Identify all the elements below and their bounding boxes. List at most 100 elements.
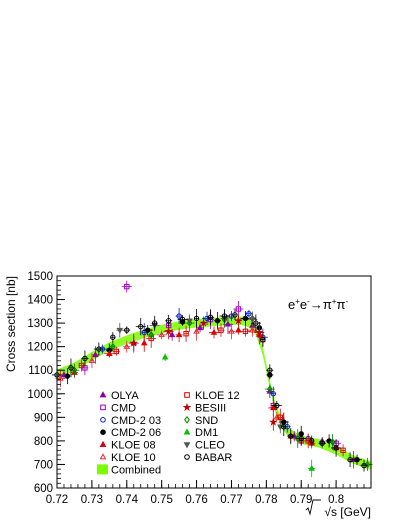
data-point xyxy=(129,338,138,347)
data-point xyxy=(232,312,238,318)
legend-label: DM1 xyxy=(195,427,218,439)
data-point xyxy=(298,435,304,442)
legend-label: KLOE 08 xyxy=(111,440,156,452)
legend-marker xyxy=(99,440,107,447)
data-point xyxy=(64,373,71,379)
x-axis-label-text: √s [GeV] xyxy=(324,505,371,519)
data-point xyxy=(193,315,200,322)
annotation-part: - xyxy=(345,297,348,306)
data-point xyxy=(242,328,249,335)
x-tick-label: 0.8 xyxy=(328,494,344,506)
data-point xyxy=(164,326,173,336)
annotation-part: π xyxy=(336,297,345,312)
y-tick-label: 700 xyxy=(34,459,53,471)
data-point xyxy=(361,462,367,469)
data-point xyxy=(175,331,183,338)
data-point xyxy=(234,316,243,325)
data-point xyxy=(269,417,278,426)
reaction-annotation: e+e-→π+π- xyxy=(288,297,348,312)
data-point xyxy=(319,440,325,446)
data-point xyxy=(148,331,155,339)
sqrt-symbol xyxy=(305,499,321,516)
data-point xyxy=(270,404,277,411)
legend-label: OLYA xyxy=(111,390,139,402)
data-point xyxy=(82,355,88,362)
data-point xyxy=(242,315,249,322)
data-point xyxy=(151,320,158,326)
y-tick-label: 900 xyxy=(34,412,53,424)
y-tick-label: 1400 xyxy=(27,295,53,307)
legend-label: CLEO xyxy=(195,440,225,452)
data-point xyxy=(140,339,148,346)
data-point xyxy=(196,324,204,331)
data-point xyxy=(145,327,151,333)
data-point xyxy=(308,438,315,444)
x-tick-label: 0.77 xyxy=(220,494,242,506)
x-tick-label: 0.73 xyxy=(81,494,103,506)
axes: 0.72 0.73 0.74 0.75 0.76 0.77 0.78 0.79 0.8 600 70… xyxy=(27,271,372,506)
x-tick-label: 0.76 xyxy=(185,494,207,506)
legend-marker xyxy=(184,454,190,460)
data-point xyxy=(308,464,315,471)
data-point xyxy=(340,447,346,454)
data-point xyxy=(267,367,273,373)
data-point xyxy=(186,318,193,325)
data-point xyxy=(179,316,186,323)
data-point xyxy=(204,315,210,322)
series-babar xyxy=(52,308,368,472)
data-point xyxy=(270,391,277,397)
data-point xyxy=(124,327,130,333)
series-kloe-10 xyxy=(55,321,305,445)
data-point xyxy=(249,326,256,333)
annotation-part: + xyxy=(295,297,300,306)
data-point xyxy=(193,327,200,334)
legend-label: KLOE 10 xyxy=(111,452,156,464)
legend-marker xyxy=(99,453,107,460)
legend-marker xyxy=(100,429,106,436)
annotation-part: + xyxy=(332,297,337,306)
combined-band xyxy=(57,316,371,470)
data-point xyxy=(207,314,214,320)
legend-marker xyxy=(100,417,106,423)
data-point xyxy=(123,342,131,349)
plot-frame xyxy=(56,275,372,489)
data-point xyxy=(106,350,113,356)
data-point xyxy=(165,318,172,324)
data-point xyxy=(274,402,280,409)
data-point xyxy=(57,374,64,381)
plot-area xyxy=(52,280,373,478)
data-point xyxy=(161,353,169,360)
data-point xyxy=(92,351,99,358)
legend-marker xyxy=(184,415,190,424)
data-point xyxy=(68,365,74,371)
data-point xyxy=(347,457,353,463)
x-tick-label: 0.78 xyxy=(255,494,277,506)
legend-label: BABAR xyxy=(195,452,232,464)
y-axis-label: Cross section [nb] xyxy=(4,276,18,372)
data-point xyxy=(277,414,283,421)
data-point xyxy=(158,331,165,338)
legend-label: CMD-2 06 xyxy=(111,427,161,439)
legend-label: CMD-2 03 xyxy=(111,415,161,427)
data-point xyxy=(354,457,360,463)
data-point xyxy=(218,327,224,333)
data-point xyxy=(246,310,252,317)
data-point xyxy=(266,385,273,393)
annotation-part: e xyxy=(288,297,295,312)
legend-marker xyxy=(183,442,191,449)
data-point xyxy=(96,346,102,352)
x-tick-label: 0.79 xyxy=(290,494,312,506)
data-point xyxy=(329,438,336,446)
data-point xyxy=(176,313,182,319)
y-tick-label: 1300 xyxy=(27,318,53,330)
legend-label: SND xyxy=(195,415,218,427)
legend-label: Combined xyxy=(111,464,161,476)
y-tick-label: 600 xyxy=(34,483,53,495)
data-point xyxy=(186,319,193,327)
x-tick-label: 0.74 xyxy=(116,494,139,506)
legend-marker xyxy=(182,402,192,412)
annotation-part: →π xyxy=(310,297,332,312)
legend-label: BESIII xyxy=(195,402,226,414)
legend-marker xyxy=(184,392,190,398)
